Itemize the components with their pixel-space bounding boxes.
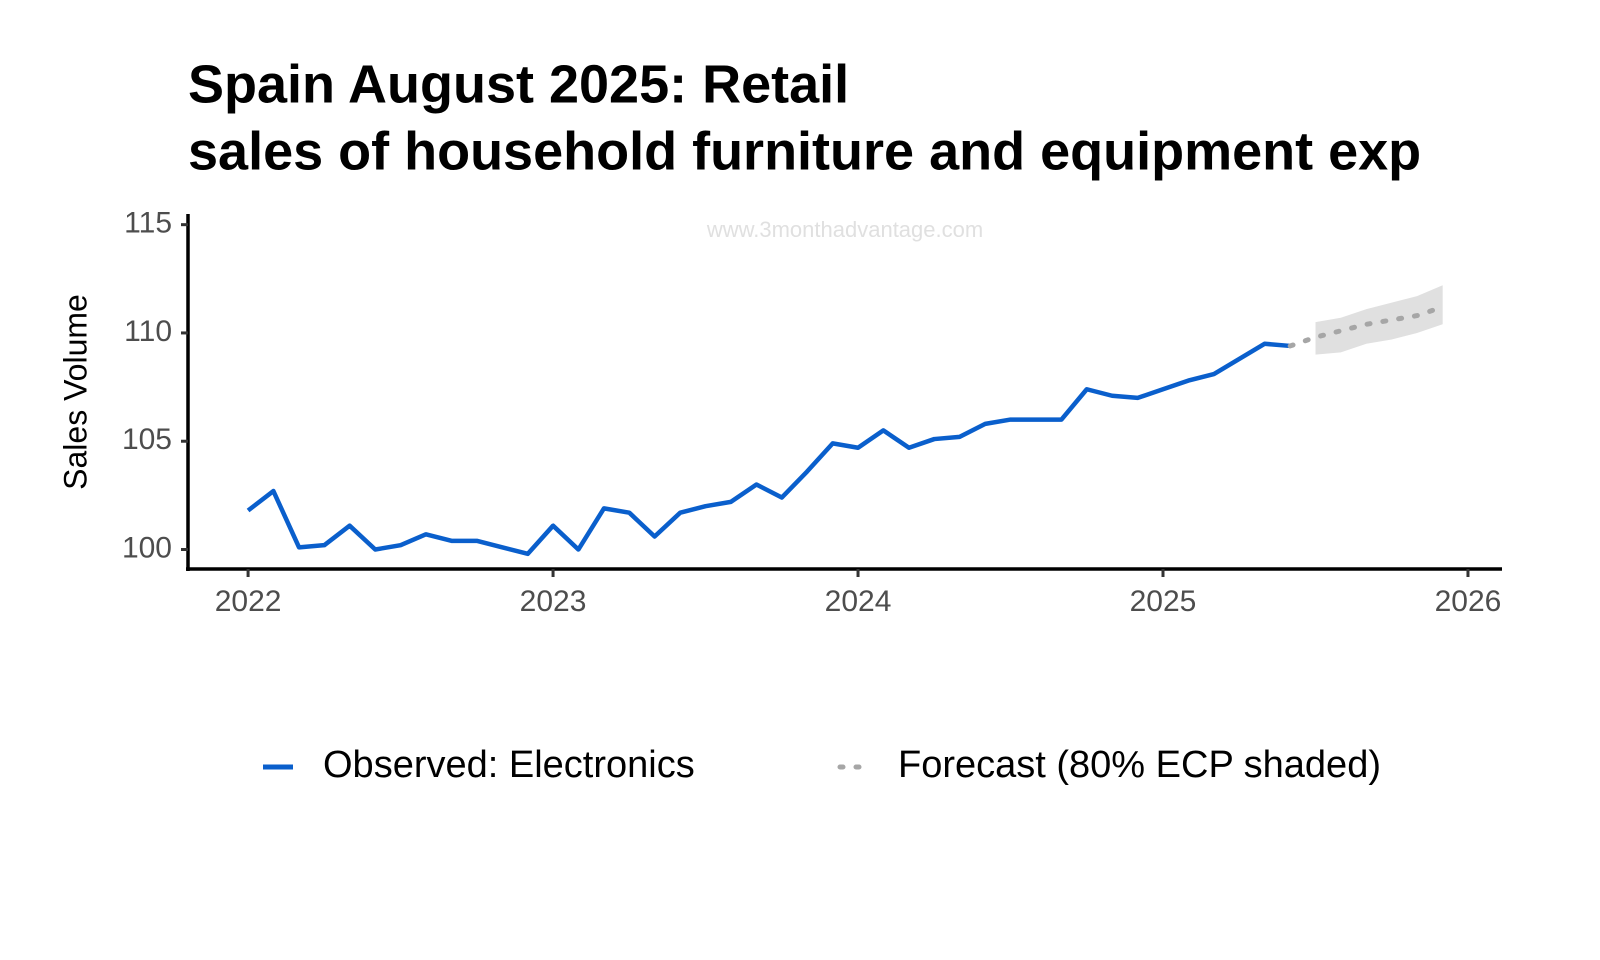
- y-tick-label: 110: [124, 315, 172, 348]
- watermark: www.3monthadvantage.com: [706, 217, 983, 242]
- y-axis-label: Sales Volume: [57, 294, 93, 490]
- x-tick-label: 2024: [825, 585, 892, 618]
- y-tick-label: 115: [124, 207, 172, 240]
- x-tick-label: 2022: [215, 585, 282, 618]
- legend-label: Forecast (80% ECP shaded): [898, 744, 1381, 786]
- x-tick-label: 2025: [1130, 585, 1197, 618]
- chart-title: Spain August 2025: Retail: [188, 54, 849, 114]
- chart-title: sales of household furniture and equipme…: [188, 121, 1421, 181]
- legend-label: Observed: Electronics: [323, 744, 695, 786]
- x-tick-label: 2026: [1435, 585, 1502, 618]
- observed-line: [246, 341, 1291, 557]
- x-tick-label: 2023: [520, 585, 587, 618]
- y-tick-label: 100: [122, 531, 172, 564]
- y-tick-label: 105: [122, 423, 172, 456]
- forecast-line: [1287, 304, 1446, 349]
- forecast-band: [1315, 285, 1443, 355]
